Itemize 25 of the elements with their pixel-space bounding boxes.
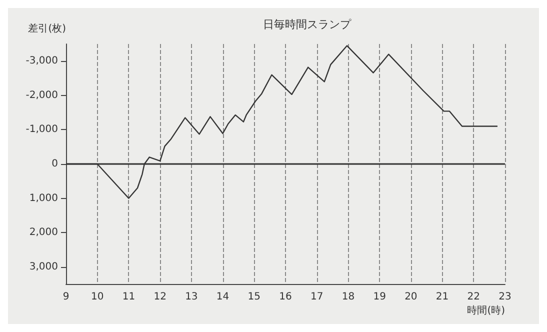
x-tick-label: 9 (62, 292, 70, 302)
y-axis-title: 差引(枚) (28, 22, 66, 34)
y-tick-label: 3,000 (29, 261, 58, 272)
y-tick-label: 1,000 (29, 192, 58, 204)
y-tick-label: 0 (52, 158, 58, 170)
x-tick-label: 11 (122, 292, 136, 302)
y-tick-label: -1,000 (26, 124, 58, 136)
x-tick-label: 17 (310, 292, 324, 302)
x-tick-label: 20 (404, 292, 418, 302)
x-tick-label: 23 (498, 292, 512, 302)
x-tick-label: 14 (216, 292, 230, 302)
x-tick-label: 13 (185, 292, 198, 302)
chart-title: 日毎時間スランプ (263, 18, 352, 31)
x-tick-label: 19 (373, 292, 386, 302)
x-tick-label: 12 (154, 292, 166, 302)
x-tick-label: 16 (279, 292, 292, 302)
x-tick-label: 22 (467, 292, 480, 302)
x-axis-title: 時間(時) (467, 304, 506, 316)
x-tick-label: 15 (248, 292, 261, 302)
x-tick-label: 21 (436, 292, 449, 302)
y-tick-label: -2,000 (26, 90, 58, 101)
x-tick-label: 10 (90, 292, 104, 302)
x-tick-label: 18 (342, 292, 355, 302)
y-tick-label: 2,000 (29, 227, 58, 238)
y-tick-label: -3,000 (26, 56, 58, 67)
